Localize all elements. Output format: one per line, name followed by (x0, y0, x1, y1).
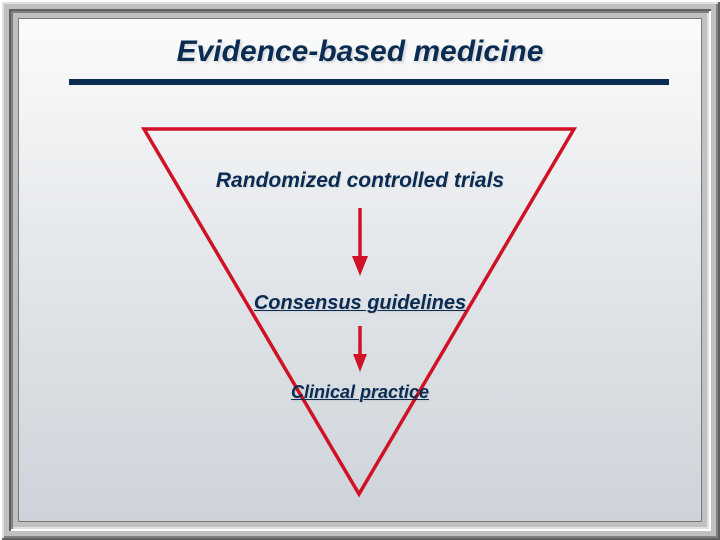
slide-title: Evidence-based medicine (19, 35, 701, 69)
level-consensus: Consensus guidelines (19, 292, 701, 315)
title-underline (69, 79, 669, 85)
inner-bevel-frame: Evidence-based medicine Randomized contr… (9, 9, 711, 531)
outer-bevel-frame: Evidence-based medicine Randomized contr… (0, 0, 720, 540)
level-rct: Randomized controlled trials (19, 169, 701, 193)
slide-panel: Evidence-based medicine Randomized contr… (18, 18, 702, 522)
evidence-pyramid-diagram: Randomized controlled trials Consensus g… (19, 124, 701, 521)
arrow-down-icon (351, 324, 369, 374)
level-clinical: Clinical practice (19, 382, 701, 403)
arrow-down-icon (350, 206, 370, 278)
